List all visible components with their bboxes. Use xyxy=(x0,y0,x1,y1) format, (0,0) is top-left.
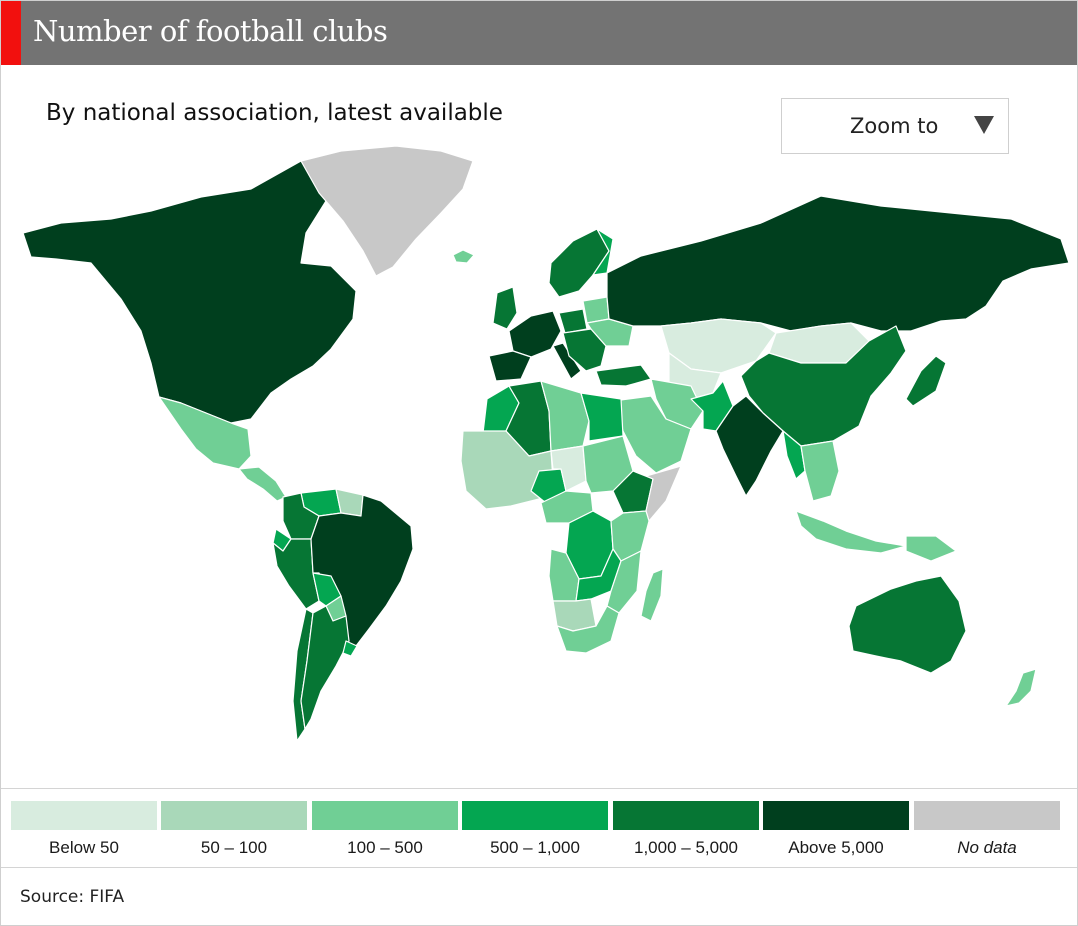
region-turkey[interactable] xyxy=(595,364,652,387)
map-subtitle: By national association, latest availabl… xyxy=(46,100,503,126)
region-uruguay[interactable] xyxy=(342,640,358,657)
legend-label: 1,000 – 5,000 xyxy=(634,838,738,857)
legend-swatch xyxy=(11,801,157,830)
region-italy[interactable] xyxy=(552,342,582,380)
legend-item: Above 5,000 xyxy=(763,801,909,861)
triangle-down-icon[interactable] xyxy=(974,116,994,134)
region-western-europe[interactable] xyxy=(508,310,562,358)
region-papua[interactable] xyxy=(905,535,957,562)
region-madagascar[interactable] xyxy=(640,568,664,622)
legend-item: 100 – 500 xyxy=(312,801,458,861)
region-new-zealand[interactable] xyxy=(1005,668,1037,707)
legend-item: 500 – 1,000 xyxy=(462,801,608,861)
region-japan[interactable] xyxy=(905,355,947,407)
legend-label: Below 50 xyxy=(49,838,119,857)
region-egypt[interactable] xyxy=(580,392,624,442)
legend-swatch xyxy=(462,801,608,830)
legend-item: 50 – 100 xyxy=(161,801,307,861)
legend-divider xyxy=(1,788,1077,789)
legend-swatch xyxy=(161,801,307,830)
zoom-to-dropdown[interactable]: Zoom to xyxy=(781,98,1009,154)
region-poland[interactable] xyxy=(558,308,588,334)
region-somalia[interactable] xyxy=(645,465,682,522)
region-myanmar[interactable] xyxy=(782,430,806,480)
region-russia[interactable] xyxy=(606,195,1070,332)
region-central-america[interactable] xyxy=(238,466,287,502)
region-finland[interactable] xyxy=(592,228,614,276)
zoom-to-label: Zoom to xyxy=(850,114,939,138)
region-china[interactable] xyxy=(740,325,907,447)
region-arabia[interactable] xyxy=(612,395,692,474)
region-north-america[interactable] xyxy=(22,160,357,424)
header-accent xyxy=(1,1,21,65)
legend-item: 1,000 – 5,000 xyxy=(613,801,759,861)
legend-swatch xyxy=(312,801,458,830)
world-map xyxy=(22,145,1070,742)
legend-swatch xyxy=(914,801,1060,830)
source-divider xyxy=(1,867,1077,868)
legend-swatch xyxy=(613,801,759,830)
page-title: Number of football clubs xyxy=(33,14,388,48)
region-south-africa[interactable] xyxy=(556,605,620,654)
map-legend: Below 50 50 – 100 100 – 500 500 – 1,000 … xyxy=(11,801,1061,861)
region-argentina[interactable] xyxy=(300,605,350,730)
region-uk[interactable] xyxy=(492,286,518,330)
legend-label: 100 – 500 xyxy=(347,838,423,857)
legend-label: 500 – 1,000 xyxy=(490,838,580,857)
legend-swatch xyxy=(763,801,909,830)
legend-label: 50 – 100 xyxy=(200,838,268,857)
legend-label: No data xyxy=(957,838,1017,857)
region-scandinavia[interactable] xyxy=(548,228,610,298)
region-iceland[interactable] xyxy=(452,249,475,264)
header-bar: Number of football clubs xyxy=(1,1,1077,65)
legend-item: No data xyxy=(914,801,1060,861)
region-india[interactable] xyxy=(715,395,784,497)
region-southeast-asia[interactable] xyxy=(800,440,840,502)
source-note: Source: FIFA xyxy=(20,887,125,907)
region-iberia[interactable] xyxy=(488,350,532,382)
region-west-africa[interactable] xyxy=(460,430,554,510)
legend-item: Below 50 xyxy=(11,801,157,861)
region-australia[interactable] xyxy=(848,575,967,674)
region-greenland[interactable] xyxy=(300,145,474,277)
region-indonesia[interactable] xyxy=(795,510,907,554)
legend-label: Above 5,000 xyxy=(788,838,884,857)
region-mexico[interactable] xyxy=(158,396,252,470)
